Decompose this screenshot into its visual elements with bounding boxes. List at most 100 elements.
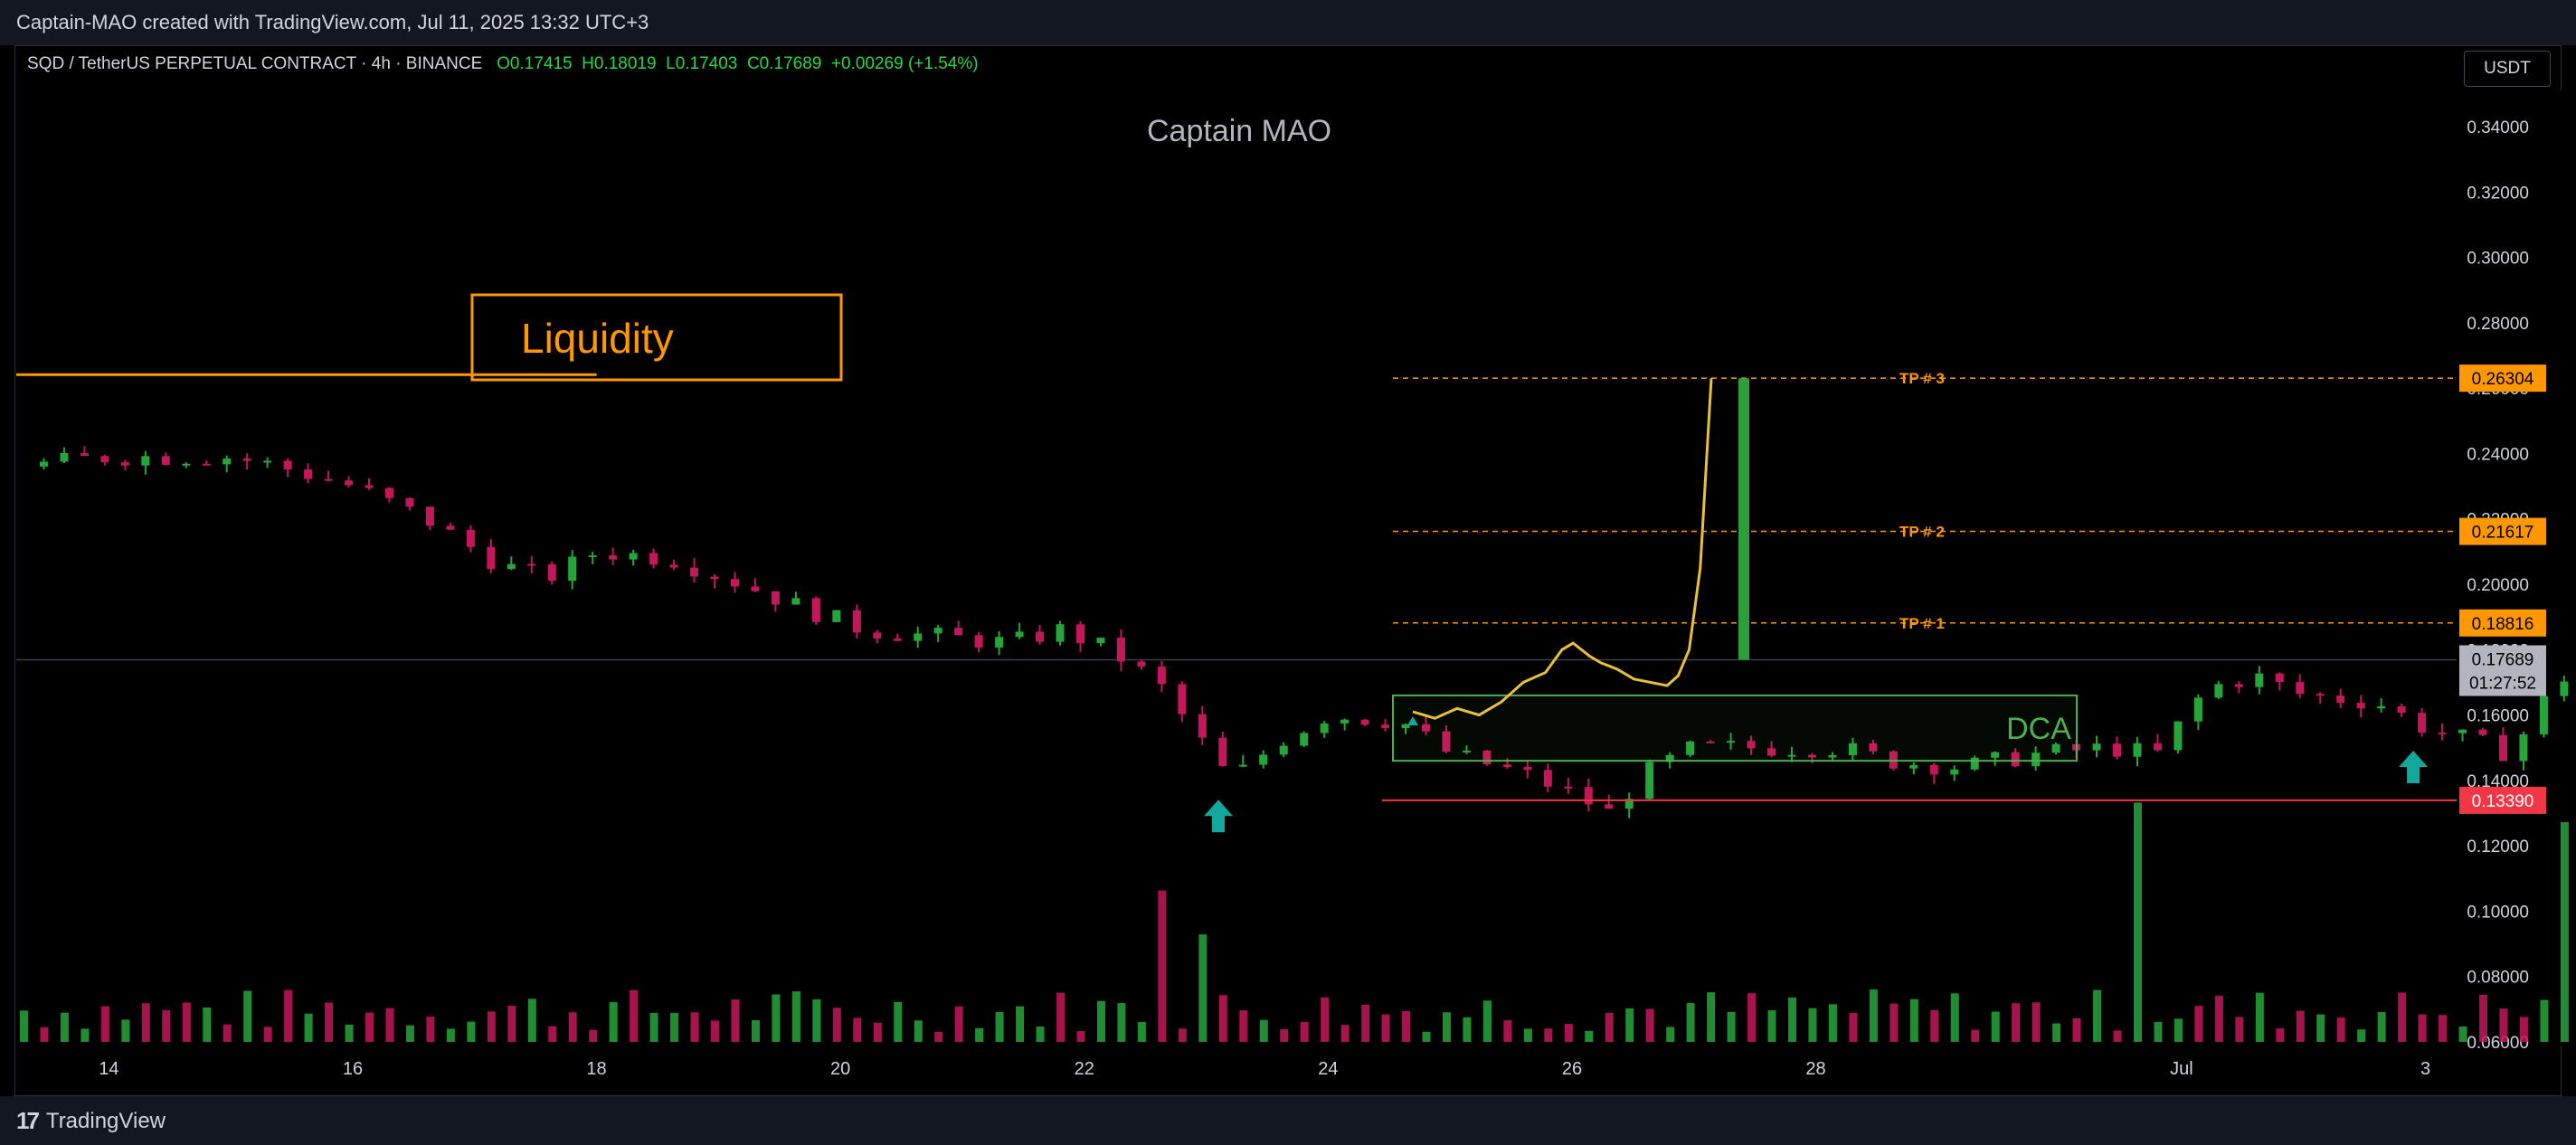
- candle-body: [263, 460, 272, 463]
- volume-bar: [609, 1002, 618, 1042]
- x-tick-label: 22: [1075, 1059, 1094, 1079]
- candle-body: [1157, 666, 1166, 685]
- tp-price-tag: [2459, 517, 2546, 545]
- candle-body: [466, 529, 475, 547]
- volume-bar: [345, 1024, 354, 1042]
- candle-body: [100, 456, 109, 463]
- volume-bar: [487, 1011, 496, 1042]
- candle-body: [365, 485, 374, 488]
- volume-bar: [1564, 1024, 1573, 1042]
- candle-body: [527, 563, 536, 566]
- candle-body: [1422, 724, 1431, 732]
- candle-body: [1665, 754, 1674, 762]
- volume-bar: [1259, 1019, 1268, 1042]
- volume-bar: [873, 1022, 882, 1042]
- volume-bar: [2255, 992, 2264, 1042]
- volume-bar: [141, 1003, 150, 1042]
- candle-body: [345, 480, 354, 486]
- candle-body: [1828, 754, 1837, 758]
- y-tick-label: 0.32000: [2467, 184, 2529, 203]
- projection-path: [1412, 378, 1713, 720]
- ohlc-high: H0.18019: [582, 54, 657, 73]
- volume-bar: [1889, 1003, 1899, 1042]
- volume-bar: [2499, 1008, 2508, 1042]
- volume-bar: [2174, 1018, 2183, 1042]
- current-price-label: 0.17689: [2472, 651, 2534, 670]
- volume-bar: [548, 1026, 557, 1042]
- price-axis-bg: [2457, 90, 2562, 1046]
- candle-body: [2113, 743, 2122, 757]
- volume-bar: [1950, 993, 1959, 1042]
- volume-bar: [1808, 1008, 1817, 1042]
- x-tick-label: 14: [99, 1059, 118, 1079]
- volume-bar: [2093, 989, 2102, 1042]
- currency-button[interactable]: USDT: [2464, 51, 2551, 87]
- volume-bar: [2012, 1003, 2021, 1042]
- entry-marker-icon: [1407, 716, 1418, 725]
- bar-countdown-label: 01:27:52: [2469, 675, 2536, 694]
- chart-canvas[interactable]: 0.340000.320000.300000.280000.260000.240…: [0, 0, 2576, 1096]
- volume-bar: [100, 1006, 109, 1042]
- volume-bar: [1991, 1011, 2000, 1042]
- volume-bar: [507, 1005, 516, 1042]
- volume-bar: [2316, 1014, 2325, 1042]
- volume-bar: [243, 990, 252, 1042]
- candle-body: [710, 576, 719, 580]
- volume-bar: [1056, 992, 1065, 1042]
- current-price-tag: [2459, 645, 2546, 696]
- candle-body: [1116, 638, 1125, 662]
- candle-body: [1381, 724, 1390, 729]
- candle-body: [1909, 764, 1918, 769]
- candle-body: [1848, 743, 1857, 755]
- candle-body: [547, 563, 556, 582]
- candle-body: [811, 598, 820, 622]
- volume-bar: [1666, 1027, 1675, 1042]
- volume-bar: [284, 989, 293, 1042]
- candle-body: [1950, 769, 1959, 775]
- candle-body: [1970, 757, 1979, 770]
- volume-bar: [731, 999, 740, 1042]
- candle-body: [873, 632, 882, 639]
- candle-body: [1178, 684, 1187, 714]
- candle-body: [2356, 703, 2365, 709]
- candle-body: [1482, 750, 1492, 765]
- candle-body: [425, 506, 434, 526]
- volume-bar: [2560, 822, 2569, 1042]
- volume-bar: [791, 991, 800, 1042]
- volume-bar: [162, 1009, 171, 1042]
- candle-body: [80, 452, 89, 457]
- candle-body: [609, 555, 618, 560]
- candle-body: [914, 633, 923, 641]
- tradingview-logo[interactable]: 17 TradingView: [16, 1107, 166, 1135]
- volume-bar: [182, 1002, 191, 1042]
- x-tick-label: 16: [343, 1059, 363, 1079]
- volume-bar: [203, 1007, 212, 1042]
- y-tick-label: 0.12000: [2467, 837, 2529, 856]
- ohlc-change: +0.00269 (+1.54%): [830, 54, 979, 73]
- candle-body: [2153, 743, 2162, 751]
- candle-body: [161, 456, 170, 465]
- candle-body: [2031, 752, 2041, 767]
- volume-bar: [2418, 1014, 2427, 1042]
- candle-body: [2519, 734, 2528, 762]
- volume-bar: [467, 1021, 476, 1042]
- y-tick-label: 0.30000: [2467, 250, 2529, 269]
- candle-body: [1238, 764, 1247, 767]
- volume-bar: [1482, 1000, 1492, 1042]
- volume-bar: [426, 1017, 435, 1042]
- volume-bar: [2540, 999, 2549, 1042]
- candle-body: [2316, 694, 2325, 696]
- stop-price-tag: [2459, 786, 2546, 814]
- volume-bar: [2336, 1017, 2345, 1042]
- symbol-name[interactable]: SQD / TetherUS PERPETUAL CONTRACT · 4h ·…: [27, 54, 483, 73]
- x-tick-label: 26: [1562, 1059, 1582, 1079]
- candle-body: [974, 635, 983, 648]
- volume-bar: [1361, 1004, 1370, 1042]
- candle-body: [1462, 750, 1471, 752]
- volume-bar: [589, 1029, 598, 1042]
- volume-bar: [1523, 1028, 1532, 1042]
- candle-body: [1360, 719, 1369, 725]
- candle-body: [1605, 804, 1614, 809]
- candle-body: [60, 452, 69, 462]
- volume-bar: [649, 1012, 658, 1042]
